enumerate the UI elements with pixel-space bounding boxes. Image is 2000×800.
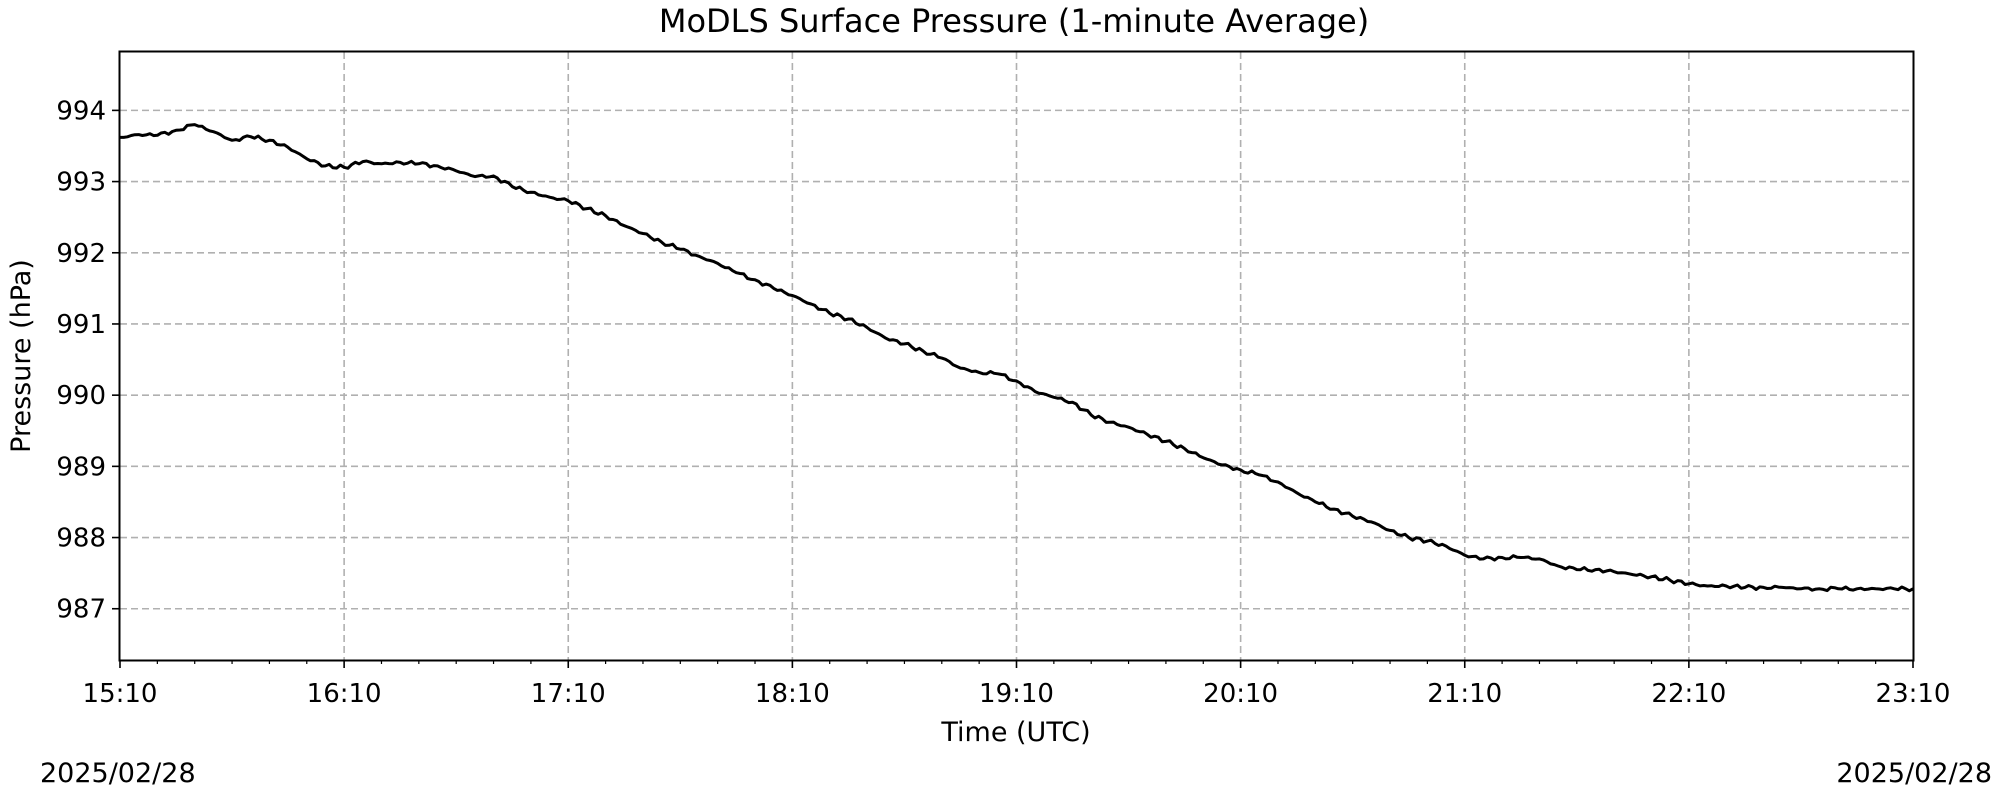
x-tick-label: 19:10 <box>979 679 1054 709</box>
y-tick-label: 993 <box>56 168 106 198</box>
y-tick-label: 990 <box>56 381 106 411</box>
x-tick-label: 21:10 <box>1427 679 1502 709</box>
x-tick-label: 20:10 <box>1203 679 1278 709</box>
chart-title: MoDLS Surface Pressure (1-minute Average… <box>659 2 1369 40</box>
x-tick-label: 17:10 <box>531 679 606 709</box>
y-axis-label: Pressure (hPa) <box>6 259 37 453</box>
start-date-label: 2025/02/28 <box>40 758 196 789</box>
x-tick-label: 22:10 <box>1651 679 1726 709</box>
y-tick-label: 989 <box>56 452 106 482</box>
x-tick-label: 23:10 <box>1876 679 1951 709</box>
x-axis-label: Time (UTC) <box>940 717 1090 748</box>
x-tick-label: 15:10 <box>83 679 158 709</box>
y-tick-labels: 994 993 992 991 990 989 988 987 <box>56 96 106 624</box>
ticks <box>112 109 1914 668</box>
plot-frame <box>118 50 1915 662</box>
x-tick-label: 18:10 <box>755 679 830 709</box>
x-tick-label: 16:10 <box>307 679 382 709</box>
pressure-line <box>120 123 1914 593</box>
y-tick-label: 987 <box>56 595 106 625</box>
x-tick-labels: 15:10 16:10 17:10 18:10 19:10 20:10 21:10 22:10… <box>83 679 1951 709</box>
y-tick-label: 991 <box>56 310 106 340</box>
y-tick-label: 994 <box>56 96 106 126</box>
y-tick-label: 992 <box>56 239 106 269</box>
end-date-label: 2025/02/28 <box>1836 758 1992 789</box>
grid <box>120 52 1913 660</box>
y-tick-label: 988 <box>56 524 106 554</box>
